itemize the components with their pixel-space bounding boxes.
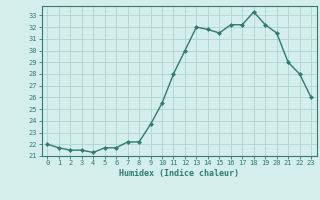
X-axis label: Humidex (Indice chaleur): Humidex (Indice chaleur) <box>119 169 239 178</box>
